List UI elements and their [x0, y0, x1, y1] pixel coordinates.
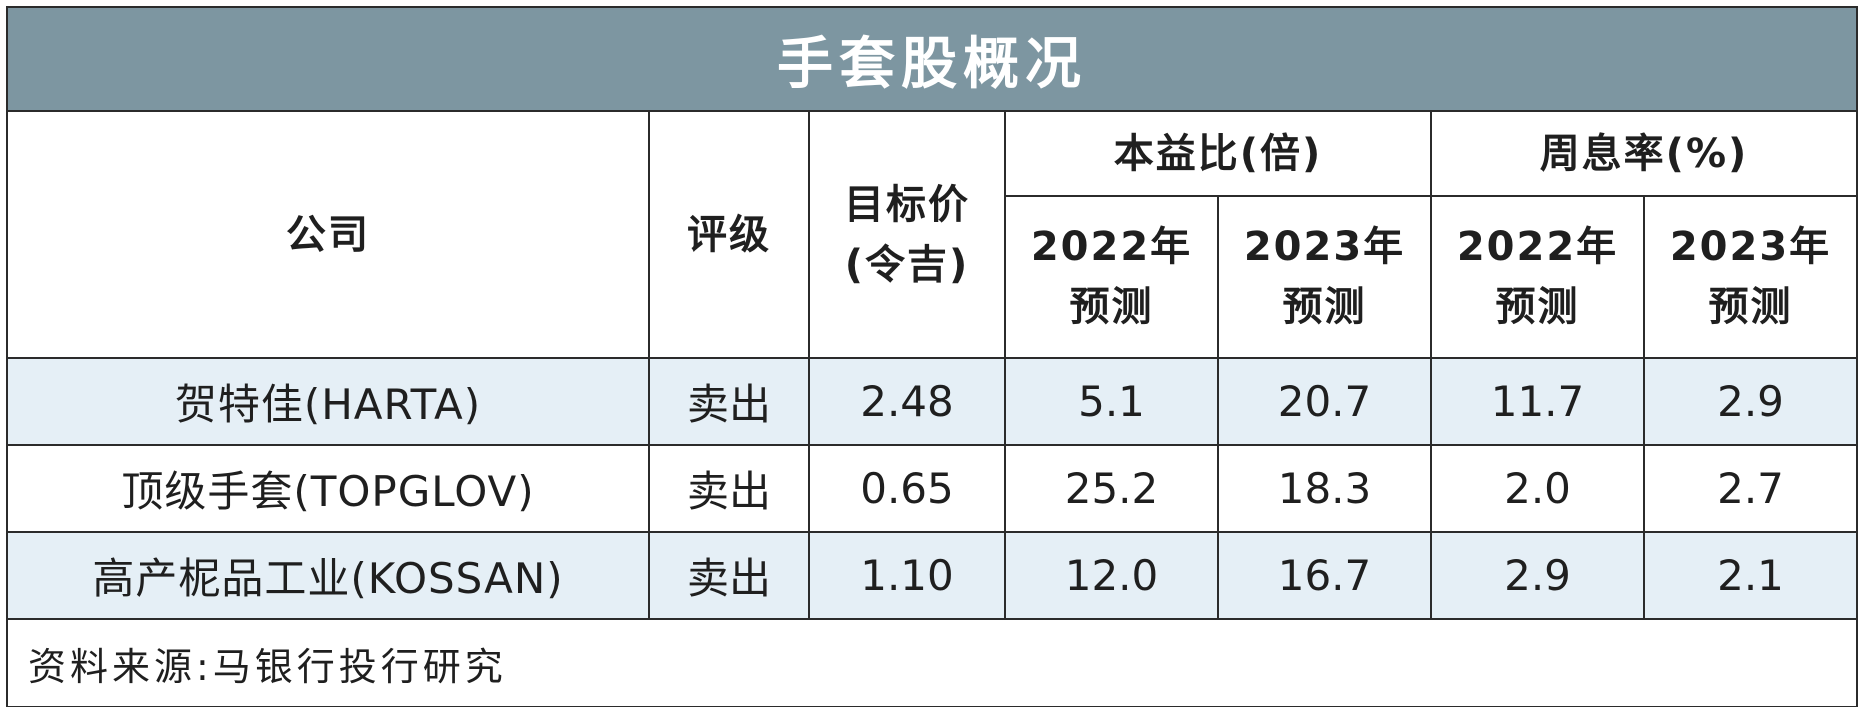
header-row-1: 公司 评级 目标价 (令吉) 本益比(倍) 周息率(%)	[8, 112, 1857, 359]
target-price-cell: 2.48	[808, 357, 1006, 446]
header-pe-2023: 2023年 预测	[1217, 195, 1432, 359]
header-pe-group: 本益比(倍)	[1004, 112, 1432, 197]
pe-2023-cell: 20.7	[1217, 357, 1432, 446]
yield-2022-cell: 2.9	[1430, 531, 1645, 620]
yield-2023-cell: 2.1	[1642, 531, 1857, 620]
header-yield-2023-forecast: 预测	[1708, 284, 1793, 330]
header-pe-2022-year: 2022年	[1030, 224, 1193, 270]
header-target-price-line2: (令吉)	[844, 241, 970, 288]
header-yield-2023-year: 2023年	[1669, 224, 1832, 270]
target-price-cell: 1.10	[808, 531, 1006, 620]
table-row: 高产柅品工业(KOSSAN) 卖出 1.10 12.0 16.7 2.9 2.1	[8, 531, 1857, 620]
pe-2022-cell: 25.2	[1004, 444, 1219, 533]
header-target-price-line1: 目标价	[844, 181, 970, 228]
header-pe-2023-year: 2023年	[1243, 224, 1406, 270]
header-pe-2023-forecast: 预测	[1282, 284, 1367, 330]
pe-2023-cell: 16.7	[1217, 531, 1432, 620]
rating-cell: 卖出	[648, 444, 810, 533]
title-bar: 手套股概况	[8, 8, 1856, 112]
pe-2023-cell: 18.3	[1217, 444, 1432, 533]
header-yield-2022-forecast: 预测	[1495, 284, 1580, 330]
table-frame: 手套股概况 公司 评级 目标价 (令吉) 本益比(倍) 周息率(%) 2022年…	[6, 6, 1858, 707]
header-yield-group: 周息率(%)	[1429, 112, 1857, 197]
yield-2022-cell: 2.0	[1430, 444, 1645, 533]
source-row: 资料来源:马银行投行研究	[8, 618, 1857, 706]
header-yield-2022-year: 2022年	[1456, 224, 1619, 270]
glove-stocks-table: 公司 评级 目标价 (令吉) 本益比(倍) 周息率(%) 2022年 预测 20…	[8, 112, 1857, 706]
header-yield-2022: 2022年 预测	[1430, 195, 1645, 359]
source-note: 资料来源:马银行投行研究	[8, 618, 1857, 706]
company-cell: 顶级手套(TOPGLOV)	[8, 444, 650, 533]
table-title: 手套股概况	[777, 31, 1087, 97]
yield-2022-cell: 11.7	[1430, 357, 1645, 446]
header-company: 公司	[8, 112, 650, 359]
header-row-2: 2022年 预测 2023年 预测 2022年 预测 2023年 预测	[8, 195, 1857, 359]
target-price-cell: 0.65	[808, 444, 1006, 533]
pe-2022-cell: 5.1	[1004, 357, 1219, 446]
company-cell: 贺特佳(HARTA)	[8, 357, 650, 446]
header-target-price: 目标价 (令吉)	[808, 112, 1006, 359]
header-yield-2023: 2023年 预测	[1642, 195, 1857, 359]
table-row: 贺特佳(HARTA) 卖出 2.48 5.1 20.7 11.7 2.9	[8, 357, 1857, 446]
rating-cell: 卖出	[648, 357, 810, 446]
table-row: 顶级手套(TOPGLOV) 卖出 0.65 25.2 18.3 2.0 2.7	[8, 444, 1857, 533]
yield-2023-cell: 2.9	[1642, 357, 1857, 446]
pe-2022-cell: 12.0	[1004, 531, 1219, 620]
company-cell: 高产柅品工业(KOSSAN)	[8, 531, 650, 620]
header-rating: 评级	[648, 112, 810, 359]
yield-2023-cell: 2.7	[1642, 444, 1857, 533]
header-pe-2022-forecast: 预测	[1069, 284, 1154, 330]
rating-cell: 卖出	[648, 531, 810, 620]
header-pe-2022: 2022年 预测	[1005, 195, 1219, 359]
